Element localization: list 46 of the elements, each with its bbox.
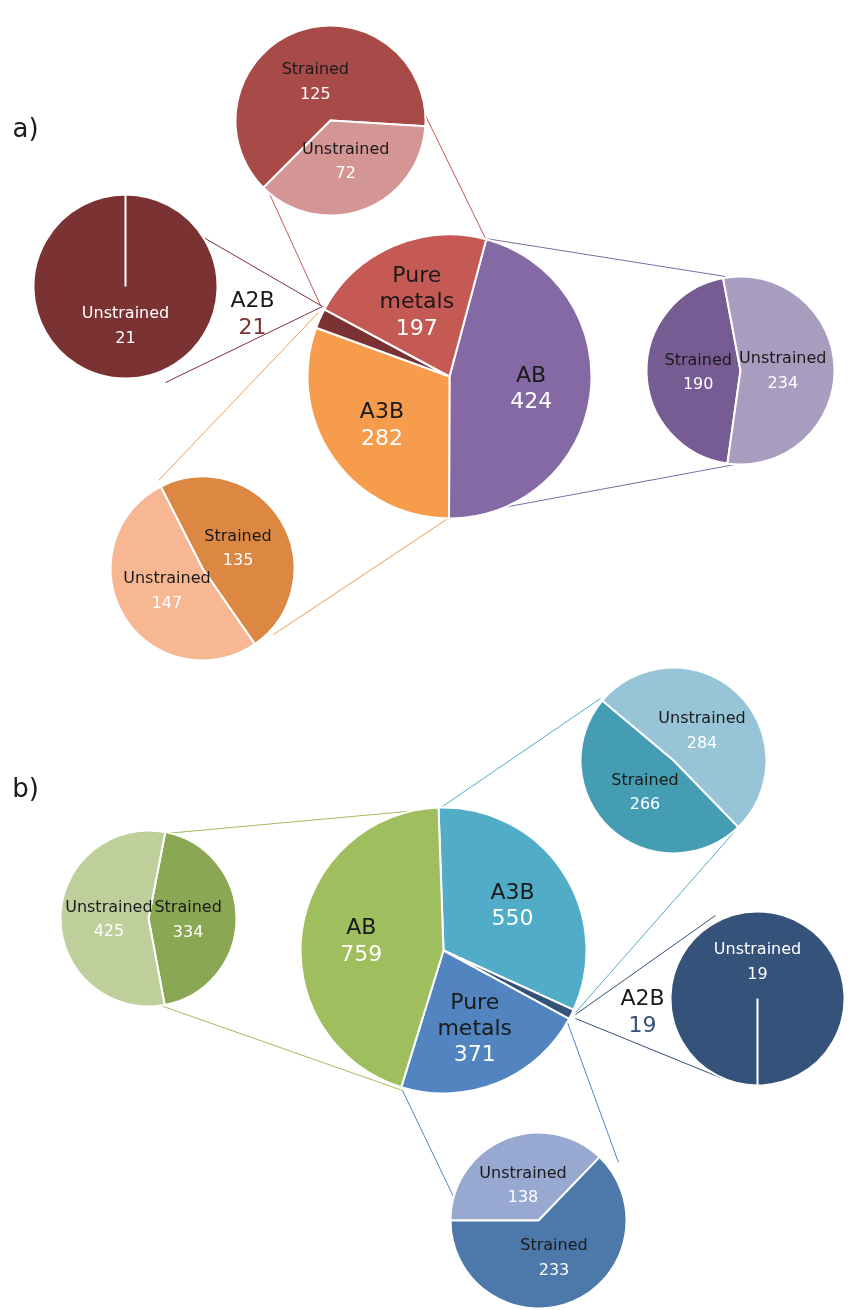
data-label: 135 bbox=[222, 550, 254, 570]
slice-label: Strained bbox=[281, 59, 350, 79]
slice-label: Unstrained bbox=[123, 568, 211, 588]
slice-label: Unstrained bbox=[65, 896, 153, 916]
data-label: 197 bbox=[395, 314, 438, 340]
slice-label: Unstrained bbox=[658, 708, 746, 728]
slice-label: Strained bbox=[204, 525, 272, 545]
slice-label: Strained bbox=[520, 1235, 588, 1255]
data-label: 424 bbox=[510, 388, 553, 414]
data-label: 190 bbox=[682, 374, 714, 394]
chart-title: a) bbox=[12, 112, 39, 143]
slice-label: Unstrained bbox=[301, 138, 390, 158]
data-label: 284 bbox=[686, 732, 718, 752]
data-label: 19 bbox=[747, 963, 768, 983]
slice-label: Unstrained bbox=[81, 303, 170, 322]
slice-label: A3B bbox=[359, 398, 404, 424]
data-label: 138 bbox=[507, 1187, 539, 1207]
data-label: 234 bbox=[767, 372, 799, 392]
data-label: 282 bbox=[360, 424, 403, 450]
slice-label: Pure metals bbox=[379, 262, 455, 314]
slice-label: AB bbox=[346, 914, 377, 940]
slice-label: AB bbox=[516, 361, 547, 387]
slice-label: Unstrained bbox=[479, 1162, 567, 1182]
data-label: 125 bbox=[300, 83, 331, 103]
data-label: 371 bbox=[453, 1041, 496, 1067]
data-label: 233 bbox=[538, 1259, 570, 1279]
slice-label: Strained bbox=[154, 897, 222, 917]
data-label: 19 bbox=[628, 1011, 657, 1037]
data-label: 550 bbox=[491, 905, 534, 931]
slice-label: A2B bbox=[230, 287, 275, 312]
data-label: 334 bbox=[172, 921, 204, 941]
data-label: 72 bbox=[335, 163, 356, 183]
data-label: 759 bbox=[340, 940, 383, 966]
data-label: 147 bbox=[151, 592, 183, 612]
slice-label: Unstrained bbox=[739, 348, 827, 368]
data-label: 266 bbox=[629, 794, 661, 814]
text: b) bbox=[12, 772, 39, 803]
slice-label: Pure metals bbox=[437, 988, 513, 1040]
data-label: 425 bbox=[93, 921, 125, 941]
data-label: 21 bbox=[238, 313, 267, 339]
data-label: 21 bbox=[115, 327, 136, 347]
slice-label: Strained bbox=[664, 349, 732, 369]
slice-label: Unstrained bbox=[713, 939, 802, 958]
slice-label: Strained bbox=[611, 769, 679, 789]
slice-label: A2B bbox=[620, 985, 665, 1010]
slice-label: A3B bbox=[490, 878, 535, 904]
